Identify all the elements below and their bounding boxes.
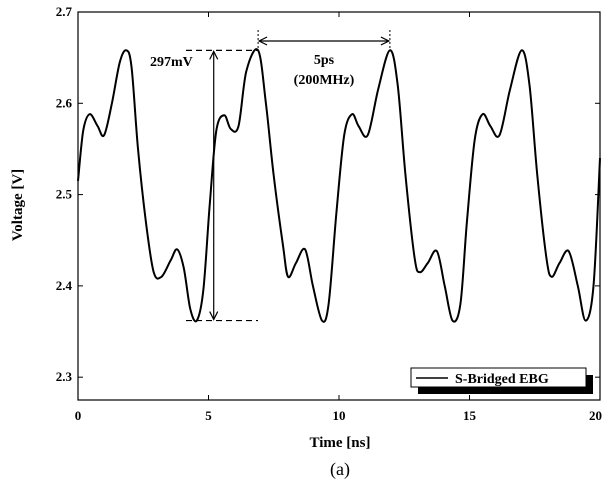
y-tick-label: 2.3 xyxy=(56,369,73,384)
x-tick-label: 0 xyxy=(75,408,82,423)
figure-caption: (a) xyxy=(330,459,350,480)
x-tick-label: 5 xyxy=(205,408,212,423)
y-tick-label: 2.7 xyxy=(56,4,73,19)
frequency-label: (200MHz) xyxy=(294,73,355,88)
x-axis-title: Time [ns] xyxy=(310,435,371,451)
x-tick-label: 15 xyxy=(463,408,477,423)
legend-label: S-Bridged EBG xyxy=(455,372,549,387)
y-tick-label: 2.6 xyxy=(56,95,73,110)
y-axis-title: Voltage [V] xyxy=(10,169,26,241)
amplitude-label: 297mV xyxy=(150,55,193,70)
plot-frame xyxy=(78,12,600,400)
legend: S-Bridged EBG xyxy=(411,368,593,394)
y-tick-label: 2.5 xyxy=(56,187,73,202)
x-tick-label: 20 xyxy=(589,408,602,423)
x-tick-label: 10 xyxy=(333,408,346,423)
y-tick-label: 2.4 xyxy=(56,278,73,293)
series-line xyxy=(78,49,600,322)
period-label: 5ps xyxy=(314,53,335,68)
